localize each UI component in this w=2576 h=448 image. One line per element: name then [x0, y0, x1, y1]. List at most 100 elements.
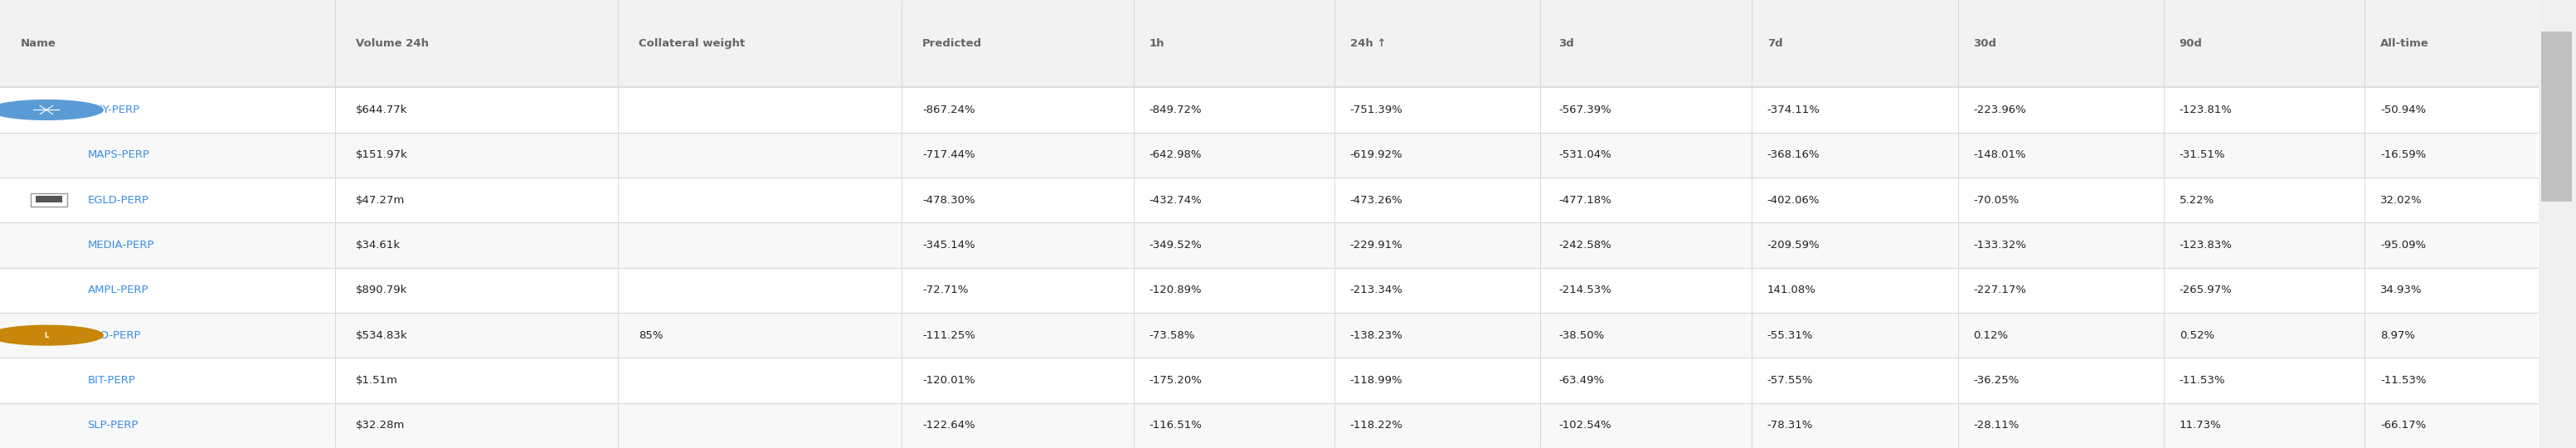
Text: -473.26%: -473.26% [1350, 195, 1404, 206]
Text: -122.64%: -122.64% [922, 420, 976, 431]
Bar [0, 313, 2537, 358]
Text: -345.14%: -345.14% [922, 240, 976, 250]
Text: -111.25%: -111.25% [922, 330, 976, 340]
Text: -72.71%: -72.71% [922, 285, 969, 296]
Text: -432.74%: -432.74% [1149, 195, 1203, 206]
Bar [2540, 31, 2571, 202]
Text: -227.17%: -227.17% [1973, 285, 2027, 296]
Text: -16.59%: -16.59% [2380, 150, 2427, 160]
Text: -349.52%: -349.52% [1149, 240, 1203, 250]
Text: -175.20%: -175.20% [1149, 375, 1203, 386]
Text: -120.01%: -120.01% [922, 375, 976, 386]
Text: -55.31%: -55.31% [1767, 330, 1814, 340]
Text: SLP-PERP: SLP-PERP [88, 420, 139, 431]
Text: 5.22%: 5.22% [2179, 195, 2215, 206]
Bar [0, 268, 2537, 313]
Text: -73.58%: -73.58% [1149, 330, 1195, 340]
Text: 1h: 1h [1149, 38, 1164, 49]
Text: $151.97k: $151.97k [355, 150, 407, 160]
Text: -11.53%: -11.53% [2179, 375, 2226, 386]
Text: -116.51%: -116.51% [1149, 420, 1203, 431]
Text: -374.11%: -374.11% [1767, 104, 1821, 115]
Text: -567.39%: -567.39% [1558, 104, 1613, 115]
Text: -478.30%: -478.30% [922, 195, 974, 206]
Text: BIT-PERP: BIT-PERP [88, 375, 137, 386]
Text: -118.22%: -118.22% [1350, 420, 1404, 431]
Text: Predicted: Predicted [922, 38, 981, 49]
Text: 32.02%: 32.02% [2380, 195, 2421, 206]
Text: Volume 24h: Volume 24h [355, 38, 428, 49]
Text: -229.91%: -229.91% [1350, 240, 1404, 250]
Text: 0.52%: 0.52% [2179, 330, 2215, 340]
Text: -28.11%: -28.11% [1973, 420, 2020, 431]
Text: -477.18%: -477.18% [1558, 195, 1613, 206]
Bar [36, 196, 62, 202]
Circle shape [0, 100, 103, 120]
Text: -867.24%: -867.24% [922, 104, 974, 115]
Text: -78.31%: -78.31% [1767, 420, 1814, 431]
Text: -138.23%: -138.23% [1350, 330, 1404, 340]
Text: -120.89%: -120.89% [1149, 285, 1200, 296]
Bar [0, 133, 2537, 177]
Text: -95.09%: -95.09% [2380, 240, 2427, 250]
Text: $644.77k: $644.77k [355, 104, 407, 115]
Text: -66.17%: -66.17% [2380, 420, 2427, 431]
Text: -402.06%: -402.06% [1767, 195, 1819, 206]
Text: 7d: 7d [1767, 38, 1783, 49]
Bar [2540, 0, 2576, 448]
Text: -531.04%: -531.04% [1558, 150, 1613, 160]
Text: -57.55%: -57.55% [1767, 375, 1814, 386]
Bar [0, 403, 2537, 448]
Text: -70.05%: -70.05% [1973, 195, 2020, 206]
Text: OXY-PERP: OXY-PERP [88, 104, 139, 115]
Bar [0, 177, 2537, 223]
Text: $34.61k: $34.61k [355, 240, 399, 250]
Text: -368.16%: -368.16% [1767, 150, 1819, 160]
Text: -118.99%: -118.99% [1350, 375, 1401, 386]
Text: -123.83%: -123.83% [2179, 240, 2233, 250]
Text: 141.08%: 141.08% [1767, 285, 1816, 296]
Text: -63.49%: -63.49% [1558, 375, 1605, 386]
Text: LEO-PERP: LEO-PERP [88, 330, 142, 340]
Text: -36.25%: -36.25% [1973, 375, 2020, 386]
Bar [0, 358, 2537, 403]
Text: MAPS-PERP: MAPS-PERP [88, 150, 149, 160]
Text: -31.51%: -31.51% [2179, 150, 2226, 160]
Text: -102.54%: -102.54% [1558, 420, 1613, 431]
Text: -265.97%: -265.97% [2179, 285, 2233, 296]
Text: -209.59%: -209.59% [1767, 240, 1819, 250]
Text: 8.97%: 8.97% [2380, 330, 2416, 340]
Text: EGLD-PERP: EGLD-PERP [88, 195, 149, 206]
Text: $32.28m: $32.28m [355, 420, 404, 431]
Text: -223.96%: -223.96% [1973, 104, 2027, 115]
Text: -619.92%: -619.92% [1350, 150, 1401, 160]
Text: $47.27m: $47.27m [355, 195, 404, 206]
Text: L: L [44, 332, 49, 339]
Bar [0, 223, 2537, 267]
Text: -148.01%: -148.01% [1973, 150, 2025, 160]
Text: -751.39%: -751.39% [1350, 104, 1404, 115]
Text: 85%: 85% [639, 330, 662, 340]
Text: -242.58%: -242.58% [1558, 240, 1613, 250]
Text: -642.98%: -642.98% [1149, 150, 1200, 160]
Text: -213.34%: -213.34% [1350, 285, 1404, 296]
Text: $534.83k: $534.83k [355, 330, 407, 340]
Text: AMPL-PERP: AMPL-PERP [88, 285, 149, 296]
Text: MEDIA-PERP: MEDIA-PERP [88, 240, 155, 250]
Text: 34.93%: 34.93% [2380, 285, 2421, 296]
Text: 11.73%: 11.73% [2179, 420, 2221, 431]
Bar [0, 0, 2576, 87]
Text: 3d: 3d [1558, 38, 1574, 49]
Text: -123.81%: -123.81% [2179, 104, 2233, 115]
Text: -133.32%: -133.32% [1973, 240, 2027, 250]
Text: -717.44%: -717.44% [922, 150, 976, 160]
Text: -214.53%: -214.53% [1558, 285, 1613, 296]
Text: 24h ↑: 24h ↑ [1350, 38, 1386, 49]
Text: Collateral weight: Collateral weight [639, 38, 744, 49]
Text: -11.53%: -11.53% [2380, 375, 2427, 386]
Text: 0.12%: 0.12% [1973, 330, 2009, 340]
Text: -38.50%: -38.50% [1558, 330, 1605, 340]
Text: $1.51m: $1.51m [355, 375, 397, 386]
Text: -50.94%: -50.94% [2380, 104, 2427, 115]
Bar [0, 87, 2537, 133]
